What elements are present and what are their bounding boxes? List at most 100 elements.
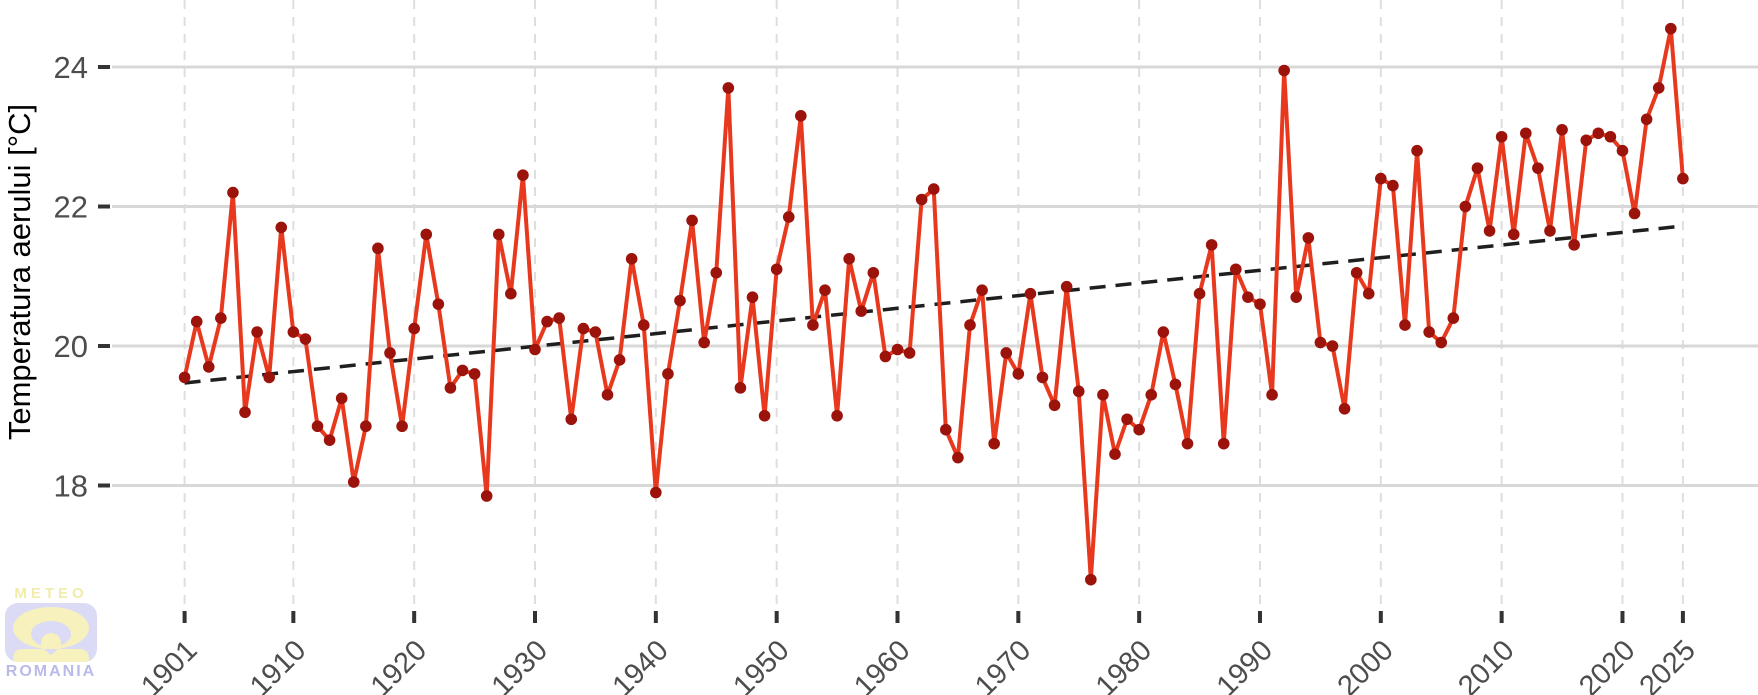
data-point xyxy=(1640,113,1653,126)
data-point xyxy=(1266,389,1278,401)
meteo-romania-logo: METEO ROMANIA xyxy=(3,586,99,680)
data-point xyxy=(1435,336,1448,349)
data-point xyxy=(1520,127,1532,140)
data-point xyxy=(637,319,650,331)
data-point xyxy=(891,343,904,356)
data-point xyxy=(1604,130,1617,143)
x-axis-tick-label: 1960 xyxy=(848,634,916,695)
data-point xyxy=(299,333,312,345)
data-point xyxy=(734,382,747,394)
data-point xyxy=(215,312,227,324)
x-axis-tick-label: 1901 xyxy=(135,634,203,695)
data-point xyxy=(577,322,590,335)
data-point xyxy=(541,315,553,328)
data-point xyxy=(879,350,892,363)
data-point xyxy=(1181,437,1194,450)
data-point xyxy=(396,420,408,433)
data-point xyxy=(782,211,795,223)
data-point xyxy=(1314,336,1327,349)
x-axis-tick xyxy=(182,611,187,623)
data-point xyxy=(1350,266,1363,279)
data-point xyxy=(1254,298,1266,310)
data-point xyxy=(1411,144,1423,157)
data-point xyxy=(444,382,457,394)
temperature-line xyxy=(182,26,1685,582)
x-axis-tick-label: 2025 xyxy=(1634,634,1702,695)
data-point xyxy=(1109,448,1121,460)
data-point xyxy=(650,486,662,499)
y-axis-tick-label: 20 xyxy=(54,329,88,364)
data-point xyxy=(239,406,251,419)
x-axis-tick xyxy=(1499,611,1504,623)
x-axis-tick xyxy=(533,611,538,623)
data-point xyxy=(1532,162,1544,174)
data-point xyxy=(686,214,698,227)
data-point xyxy=(1024,287,1037,300)
logo-meteo-text: METEO xyxy=(14,585,88,602)
data-point xyxy=(553,312,565,324)
trend-layer xyxy=(184,224,1684,385)
data-point xyxy=(456,364,469,377)
data-point xyxy=(1471,162,1484,174)
x-axis-tick xyxy=(1680,611,1685,623)
data-point xyxy=(903,347,916,359)
data-point xyxy=(698,336,710,349)
data-point xyxy=(1592,127,1605,140)
data-point xyxy=(1133,423,1145,436)
x-axis-tick-label: 1950 xyxy=(727,634,795,695)
data-point xyxy=(263,371,275,384)
data-point xyxy=(1483,225,1496,237)
data-point xyxy=(1447,312,1460,324)
data-point xyxy=(1302,232,1315,244)
data-point xyxy=(1193,287,1206,300)
x-axis-tick xyxy=(1378,611,1383,623)
data-point xyxy=(795,110,807,122)
logo-romania-text: ROMANIA xyxy=(5,663,97,680)
data-point xyxy=(492,228,505,241)
data-point xyxy=(1000,347,1013,359)
data-point xyxy=(831,409,843,422)
data-point xyxy=(1121,413,1133,426)
data-point xyxy=(505,287,517,300)
x-axis-tick-label: 2020 xyxy=(1573,634,1641,695)
data-point xyxy=(927,183,940,195)
data-point xyxy=(360,420,372,433)
trend-line xyxy=(184,224,1684,385)
x-axis-tick xyxy=(1620,611,1625,623)
data-point xyxy=(178,371,191,384)
x-axis-tick xyxy=(895,611,900,623)
data-point xyxy=(1060,280,1073,293)
data-point xyxy=(420,228,433,241)
data-point xyxy=(1085,573,1097,586)
data-point xyxy=(1278,64,1290,77)
x-axis-tick xyxy=(291,611,296,623)
data-point xyxy=(1616,144,1629,157)
data-point xyxy=(1338,402,1351,415)
data-point xyxy=(517,169,529,181)
data-point xyxy=(1326,340,1339,352)
data-point xyxy=(275,221,288,234)
data-point xyxy=(1242,291,1254,303)
x-axis-tick-label: 1980 xyxy=(1090,634,1158,695)
data-point xyxy=(1507,228,1520,241)
x-axis-tick xyxy=(653,611,658,623)
data-point xyxy=(746,291,759,303)
data-point xyxy=(976,284,988,297)
data-point xyxy=(408,322,420,335)
data-point xyxy=(1157,326,1170,338)
data-point xyxy=(758,409,771,422)
data-point xyxy=(819,284,831,297)
x-axis-tick-label: 2000 xyxy=(1332,634,1400,695)
data-point xyxy=(855,305,868,317)
data-point xyxy=(722,82,735,94)
data-point xyxy=(287,326,300,338)
data-point xyxy=(1012,368,1025,380)
data-point xyxy=(964,319,976,331)
data-point xyxy=(1290,291,1303,303)
data-point xyxy=(1495,130,1508,143)
data-point xyxy=(227,186,239,199)
data-point xyxy=(529,343,541,356)
data-point xyxy=(589,326,602,338)
data-point xyxy=(915,193,928,206)
